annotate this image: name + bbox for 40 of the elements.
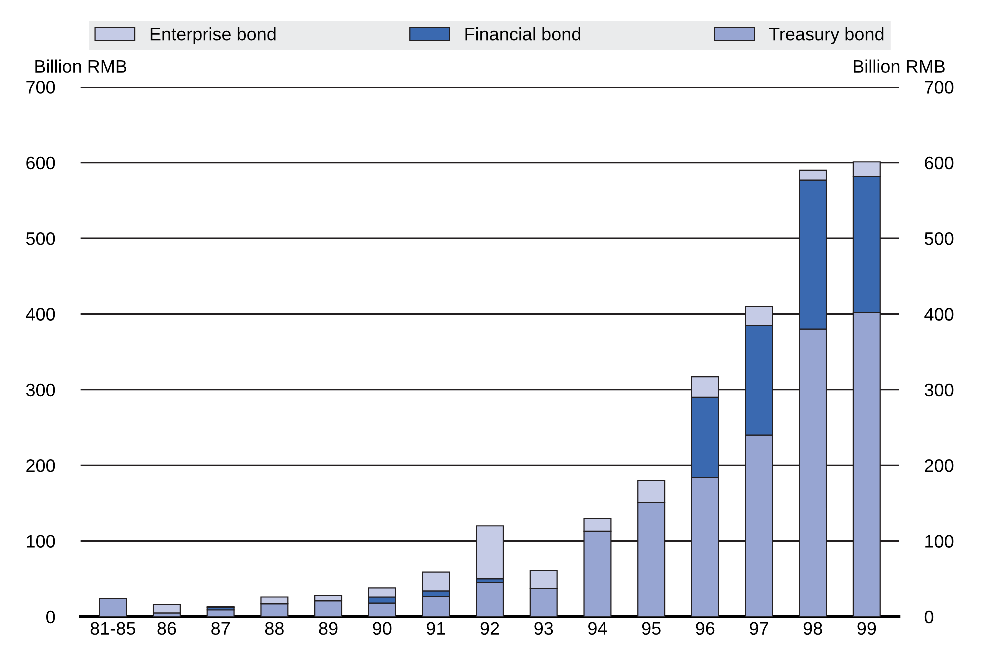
y2-tick-label: 200 bbox=[925, 460, 954, 472]
y-tick-label: 100 bbox=[27, 535, 56, 548]
y-tick-label: 700 bbox=[26, 81, 56, 94]
bar bbox=[422, 596, 450, 617]
x-tick-label: 98 bbox=[804, 622, 822, 636]
y2-axis-title: Billion RMB bbox=[854, 60, 945, 74]
x-tick-label: 96 bbox=[696, 622, 715, 636]
bar bbox=[152, 604, 182, 614]
y-tick-label: 400 bbox=[26, 308, 56, 321]
y2-tick-label: 300 bbox=[924, 384, 954, 397]
x-tick-label: 94 bbox=[588, 622, 608, 636]
bar bbox=[476, 582, 504, 617]
x-tick-label: 88 bbox=[265, 622, 284, 636]
x-tick-label: 95 bbox=[642, 622, 661, 636]
y-tick-label: 200 bbox=[26, 460, 56, 472]
x-tick-label: 99 bbox=[858, 622, 876, 636]
y-axis-title: Billion RMB bbox=[36, 60, 127, 74]
x-tick-label: 91 bbox=[427, 622, 446, 636]
x-tick-label: 93 bbox=[534, 622, 554, 636]
legend-label: Financial bond bbox=[466, 27, 581, 41]
legend-label: Treasury bond bbox=[769, 27, 884, 44]
x-tick-label: 81-85 bbox=[90, 622, 136, 636]
x-tick-label: 87 bbox=[212, 622, 230, 636]
y2-tick-label: 0 bbox=[924, 610, 934, 624]
y2-tick-label: 600 bbox=[925, 156, 954, 170]
x-tick-label: 90 bbox=[373, 622, 392, 636]
x-tick-label: 92 bbox=[480, 622, 500, 636]
y2-tick-label: 100 bbox=[926, 535, 954, 548]
y-tick-label: 0 bbox=[46, 610, 56, 624]
x-tick-label: 97 bbox=[750, 622, 768, 636]
y-tick-label: 500 bbox=[26, 232, 56, 246]
legend-label: Enterprise bond bbox=[150, 27, 276, 44]
y2-tick-label: 500 bbox=[924, 232, 954, 246]
y-tick-label: 600 bbox=[26, 156, 56, 170]
y2-tick-label: 700 bbox=[925, 81, 954, 94]
y2-tick-label: 400 bbox=[924, 308, 954, 321]
x-tick-label: 89 bbox=[319, 622, 338, 636]
bar bbox=[99, 598, 128, 617]
x-tick-label: 86 bbox=[158, 622, 176, 636]
y-tick-label: 300 bbox=[26, 384, 56, 397]
